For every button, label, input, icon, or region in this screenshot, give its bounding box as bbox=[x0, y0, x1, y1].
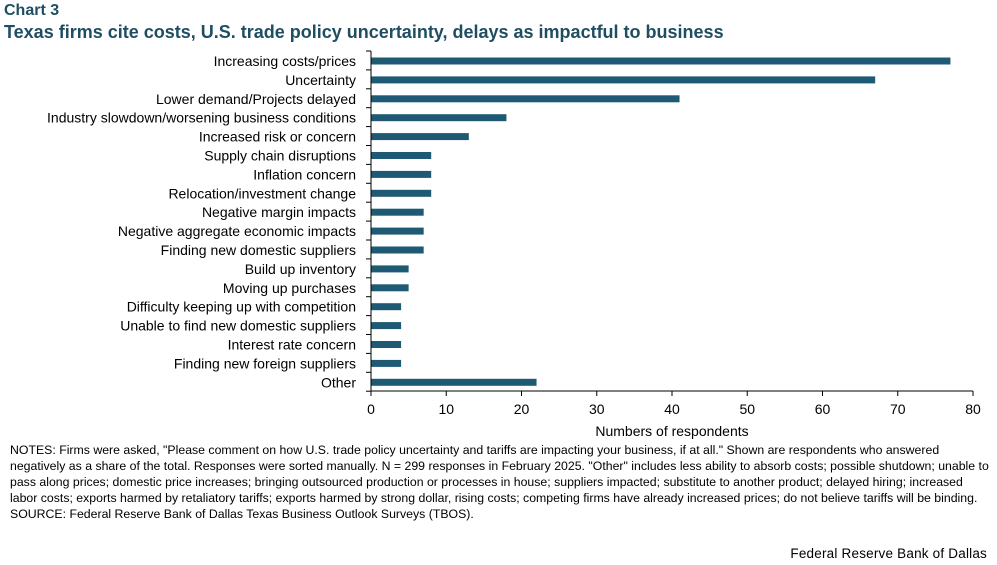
category-label: Supply chain disruptions bbox=[204, 148, 356, 164]
bar bbox=[371, 170, 432, 178]
x-tick-label: 70 bbox=[890, 401, 906, 417]
category-label: Increased risk or concern bbox=[199, 129, 356, 145]
bar bbox=[371, 246, 424, 254]
bar bbox=[371, 57, 951, 65]
notes-text: NOTES: Firms were asked, "Please comment… bbox=[10, 443, 989, 505]
bars bbox=[371, 57, 951, 386]
chart-title: Texas firms cite costs, U.S. trade polic… bbox=[4, 22, 724, 42]
bar bbox=[371, 208, 424, 216]
category-label: Finding new foreign suppliers bbox=[174, 355, 356, 371]
notes-block: NOTES: Firms were asked, "Please comment… bbox=[10, 442, 990, 522]
bar bbox=[371, 152, 432, 159]
category-label: Lower demand/Projects delayed bbox=[156, 91, 356, 107]
category-label: Interest rate concern bbox=[228, 337, 356, 353]
x-tick-label: 0 bbox=[367, 401, 375, 417]
bar bbox=[371, 341, 402, 348]
bar bbox=[371, 378, 537, 386]
bar bbox=[371, 303, 402, 311]
x-tick-label: 10 bbox=[438, 401, 454, 417]
category-label: Relocation/investment change bbox=[168, 185, 356, 201]
bar bbox=[371, 322, 402, 330]
bar bbox=[371, 133, 469, 141]
x-tick-label: 50 bbox=[739, 401, 755, 417]
category-label: Industry slowdown/worsening business con… bbox=[47, 110, 356, 126]
category-label: Other bbox=[321, 374, 356, 390]
bar bbox=[371, 265, 409, 273]
category-label: Increasing costs/prices bbox=[214, 53, 356, 69]
category-label: Inflation concern bbox=[253, 166, 356, 182]
x-tick-label: 20 bbox=[514, 401, 530, 417]
category-label: Build up inventory bbox=[245, 261, 356, 277]
bar bbox=[371, 114, 507, 122]
bar bbox=[371, 227, 424, 235]
x-axis-label: Numbers of respondents bbox=[595, 423, 748, 439]
x-tick-label: 40 bbox=[664, 401, 680, 417]
category-label: Unable to find new domestic suppliers bbox=[120, 318, 356, 334]
x-axis: 0 10 20 30 40 50 60 70 80 bbox=[366, 50, 981, 417]
x-tick-label: 80 bbox=[965, 401, 981, 417]
x-tick-label: 60 bbox=[815, 401, 831, 417]
category-label: Negative margin impacts bbox=[202, 204, 356, 220]
category-label: Negative aggregate economic impacts bbox=[118, 223, 356, 239]
category-label: Uncertainty bbox=[285, 72, 356, 88]
bar bbox=[371, 189, 432, 197]
x-tick-label: 30 bbox=[589, 401, 605, 417]
source-text: SOURCE: Federal Reserve Bank of Dallas T… bbox=[10, 507, 474, 521]
credit-line: Federal Reserve Bank of Dallas bbox=[790, 546, 987, 561]
category-labels: Increasing costs/prices Uncertainty Lower … bbox=[47, 53, 356, 390]
bar bbox=[371, 359, 402, 367]
bar bbox=[371, 284, 409, 292]
category-label: Difficulty keeping up with competition bbox=[127, 299, 356, 315]
category-label: Finding new domestic suppliers bbox=[161, 242, 356, 258]
chart-number-label: Chart 3 bbox=[4, 2, 60, 19]
bar-chart: Increasing costs/prices Uncertainty Lower … bbox=[47, 50, 981, 439]
bar bbox=[371, 76, 876, 84]
bar bbox=[371, 95, 680, 103]
category-label: Moving up purchases bbox=[223, 280, 356, 296]
